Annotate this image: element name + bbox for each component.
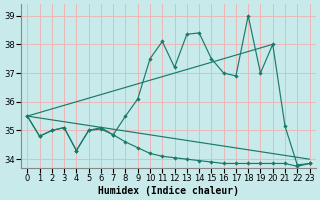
X-axis label: Humidex (Indice chaleur): Humidex (Indice chaleur) (98, 186, 239, 196)
